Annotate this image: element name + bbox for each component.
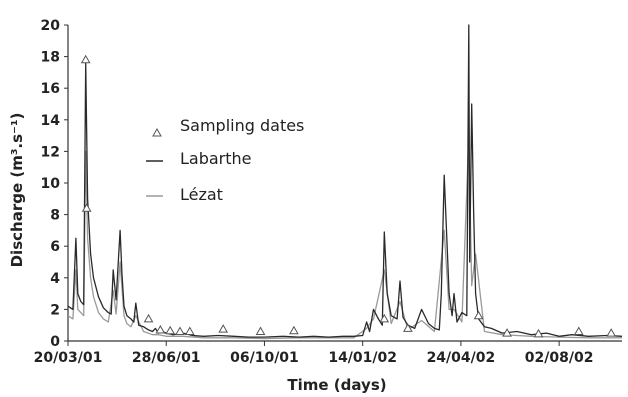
y-tick-label: 6 <box>50 239 60 255</box>
series-line-lzat <box>67 134 622 340</box>
y-tick-label: 2 <box>50 302 60 318</box>
legend-label-labarthe: Labarthe <box>180 149 252 168</box>
sampling-marker <box>155 324 166 334</box>
y-ticks: 0 2 4 6 8 10 12 14 16 18 20 <box>41 18 68 350</box>
legend-label-sampling: Sampling dates <box>180 116 304 135</box>
series-line-labarthe <box>67 24 623 338</box>
sampling-marker <box>143 313 154 323</box>
x-tick-label: 02/08/02 <box>525 350 594 366</box>
sampling-marker <box>573 326 584 336</box>
sampling-marker <box>473 310 484 320</box>
legend-marker-sampling <box>152 127 162 137</box>
y-tick-label: 18 <box>41 50 60 66</box>
y-tick-label: 0 <box>50 334 60 350</box>
y-tick-label: 16 <box>41 81 60 97</box>
x-tick-label: 06/10/01 <box>230 350 299 366</box>
sampling-marker <box>379 313 390 323</box>
sampling-marker <box>80 54 91 64</box>
y-tick-label: 8 <box>50 208 60 224</box>
sampling-marker <box>533 328 544 338</box>
series-layer <box>67 24 623 340</box>
sampling-marker <box>81 203 92 212</box>
sampling-marker <box>184 326 195 336</box>
chart-axes <box>67 25 622 342</box>
x-axis-title: Time (days) <box>287 376 386 394</box>
sampling-marker <box>218 324 229 333</box>
x-tick-label: 20/03/01 <box>34 350 103 366</box>
sampling-marker <box>289 325 299 335</box>
x-tick-label: 24/04/02 <box>427 350 496 366</box>
x-tick-label: 28/06/01 <box>132 350 201 366</box>
sampling-marker <box>175 326 185 336</box>
y-tick-label: 4 <box>50 271 60 287</box>
x-ticks: 20/03/01 28/06/01 06/10/01 14/01/02 24/04/02… <box>34 341 594 366</box>
sampling-marker <box>606 328 617 337</box>
sampling-marker <box>502 328 512 337</box>
legend: Sampling dates Labarthe Lézat <box>146 116 304 204</box>
y-tick-label: 20 <box>41 18 61 34</box>
sampling-marker <box>403 323 413 332</box>
y-tick-label: 10 <box>41 176 61 192</box>
y-tick-label: 14 <box>41 113 61 129</box>
sampling-marker <box>165 325 176 335</box>
sampling-marker <box>255 326 266 336</box>
sampling-markers <box>80 54 617 338</box>
y-tick-label: 12 <box>41 144 60 160</box>
y-axis-title: Discharge (m³.s⁻¹) <box>8 113 26 268</box>
legend-label-lezat: Lézat <box>180 185 223 204</box>
x-tick-label: 14/01/02 <box>328 350 397 366</box>
